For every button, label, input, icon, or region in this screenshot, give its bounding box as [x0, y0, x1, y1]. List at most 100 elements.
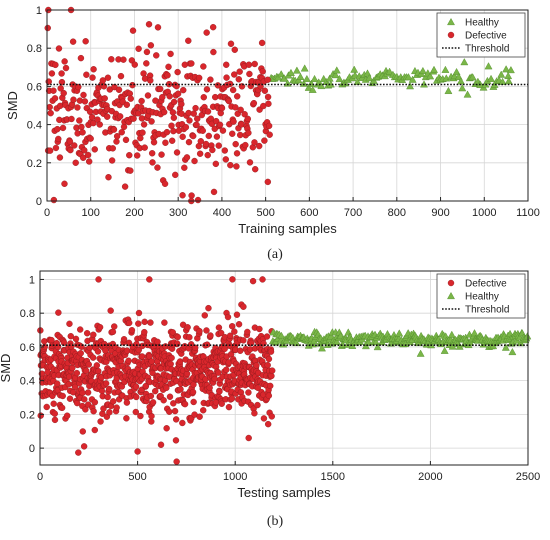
chart-a-point-healthy-10	[287, 68, 295, 76]
chart-b-point-defective-403	[141, 328, 148, 336]
chart-b-point-defective-490	[163, 425, 170, 432]
chart-a-point-defective-131	[113, 133, 121, 140]
chart-b-point-defective-884	[264, 420, 272, 428]
chart-a-point-defective-319	[213, 133, 221, 140]
chart-a-point-defective-252	[178, 100, 185, 108]
chart-a-point-defective-68	[80, 91, 87, 99]
chart-a-point-defective-268	[186, 117, 193, 124]
chart-b-point-defective-268	[106, 409, 113, 416]
chart-a-point-defective-295	[200, 94, 207, 101]
chart-a-point-healthy-97	[463, 90, 472, 98]
chart-a-point-defective-15	[52, 61, 59, 69]
chart-a-point-defective-63	[77, 54, 85, 62]
chart-b-point-defective-388	[137, 412, 144, 420]
chart-b-point-defective-660	[207, 332, 214, 339]
chart-a-point-defective-418	[265, 122, 273, 130]
chart-a-point-defective-198	[149, 159, 156, 166]
chart-a-point-defective-337	[223, 61, 230, 68]
chart-a-point-healthy-19	[304, 83, 313, 91]
chart-a-xtick-label-8: 800	[388, 207, 406, 219]
chart-a-ytick-label-0: 0	[36, 196, 42, 208]
chart-b-point-defective-788	[240, 303, 247, 310]
chart-a-point-defective-h3	[179, 192, 186, 199]
chart-a-point-defective-25	[57, 85, 64, 92]
chart-a-point-defective-241	[172, 171, 179, 179]
chart-b-axes-frame	[39, 270, 529, 466]
chart-a-point-defective-391	[251, 60, 258, 68]
chart-b-point-defective-h7	[259, 276, 266, 283]
chart-a-point-defective-169	[133, 152, 141, 159]
chart-b-point-defective-212	[91, 399, 99, 406]
chart-a-point-defective-246	[174, 90, 182, 97]
chart-b-point-defective-690	[215, 369, 222, 376]
chart-b-point-defective-701	[217, 329, 225, 337]
chart-b-point-defective-503	[166, 393, 174, 400]
chart-b-point-defective-601	[192, 344, 199, 351]
chart-a-point-defective-6	[47, 109, 54, 117]
chart-a-point-defective-78	[85, 158, 93, 165]
chart-b-point-defective-h4	[157, 441, 165, 448]
chart-a: 0 100 200 300 400 500 600 700 800 900 1000 1100 0 0.2…	[5, 5, 540, 262]
chart-b-xtick-label-3: 1500	[321, 471, 345, 483]
chart-b-point-defective-527	[172, 416, 180, 423]
chart-b-xtick-label-5: 2500	[516, 471, 540, 483]
chart-a-point-defective-331	[219, 127, 227, 134]
chart-a-point-defective-308	[207, 115, 215, 122]
chart-b-point-defective-207	[90, 408, 97, 415]
chart-b-caption: (b)	[267, 514, 284, 529]
chart-b-point-defective-239	[98, 387, 106, 395]
chart-a-point-defective-406	[259, 68, 266, 75]
chart-a-point-defective-85	[89, 74, 96, 81]
chart-a-point-defective-392	[252, 165, 259, 173]
chart-b-point-defective-170	[80, 443, 88, 450]
chart-a-point-defective-272	[188, 192, 195, 199]
chart-a-point-defective-208	[154, 24, 162, 31]
chart-b-point-healthy-50	[318, 344, 326, 352]
chart-b-point-defective-887	[265, 355, 273, 363]
chart-a-point-defective-225	[163, 128, 171, 136]
chart-b-point-defective-283	[109, 398, 117, 405]
chart-a-point-defective-26	[58, 70, 65, 77]
chart-a-xlabel: Training samples	[238, 221, 337, 236]
chart-b-point-healthy-42	[310, 336, 319, 345]
chart-b-point-defective-25	[43, 403, 50, 411]
chart-a-point-defective-354	[232, 104, 239, 111]
chart-b-point-defective-255	[102, 380, 110, 387]
chart-a-xtick-label-11: 1100	[516, 207, 540, 219]
chart-a-point-defective-346	[227, 40, 235, 47]
chart-b-point-defective-182	[83, 330, 91, 337]
chart-a-point-defective-238	[170, 114, 178, 121]
chart-a-point-defective-220	[160, 108, 168, 116]
chart-a-point-defective-16	[52, 144, 60, 152]
chart-a-point-defective-265	[185, 37, 192, 44]
chart-b-point-defective-844	[254, 384, 262, 392]
chart-b-legend-marker-healthy	[447, 291, 455, 300]
chart-a-point-defective-12	[50, 196, 58, 204]
chart-a-point-defective-64	[78, 123, 85, 131]
chart-a-point-defective-14	[51, 95, 59, 102]
chart-a-point-defective-405	[258, 39, 266, 47]
chart-a-point-defective-304	[205, 132, 212, 140]
chart-b-point-defective-124	[69, 364, 76, 372]
chart-a-point-defective-11	[50, 87, 57, 94]
chart-b-point-defective-178	[82, 367, 90, 374]
chart-a-point-defective-239	[170, 98, 178, 106]
chart-a-point-defective-0	[44, 24, 51, 32]
chart-b-point-healthy-98	[364, 338, 373, 346]
chart-a-point-healthy-22	[310, 74, 319, 83]
chart-a-xtick-label-10: 1000	[472, 207, 496, 219]
chart-b-point-defective-898	[268, 413, 275, 420]
chart-a-point-healthy-15	[296, 72, 305, 80]
chart-b-point-defective-882	[264, 361, 271, 369]
chart-b-point-defective-234	[97, 418, 104, 425]
chart-b-point-defective-551	[179, 419, 186, 427]
chart-a-point-defective-294	[200, 63, 207, 70]
chart-a-point-defective-72	[82, 38, 89, 45]
chart-b-point-defective-287	[111, 323, 118, 330]
chart-a-point-healthy-5	[277, 70, 286, 78]
chart-a-point-defective-228	[165, 63, 172, 71]
chart-a-xtick-label-9: 900	[431, 207, 449, 219]
chart-a-point-defective-207	[154, 164, 161, 171]
chart-b-point-defective-342	[125, 357, 132, 364]
chart-a-point-defective-358	[234, 93, 241, 100]
